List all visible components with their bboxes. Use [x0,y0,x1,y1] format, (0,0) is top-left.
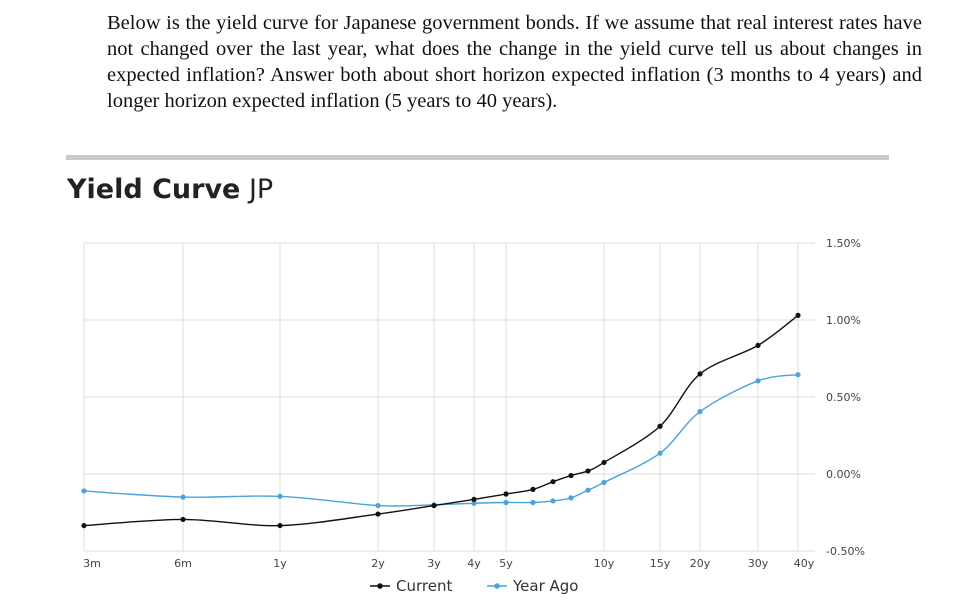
data-point-current-40y [795,312,801,318]
data-point-year-ago-5y [503,499,509,506]
data-point-year-ago-1y [277,493,283,499]
data-point-current-15y [657,423,663,429]
chart-title-main: Yield Curve [67,174,241,205]
chart-title-country: JP [248,174,274,205]
data-point-current-7y [550,479,556,485]
data-point-year-ago-40y [795,372,801,378]
data-point-current-6m [180,516,186,523]
y-tick-label: 1.00% [826,314,861,327]
legend-item-current[interactable]: Current [370,577,452,595]
data-point-year-ago-6y [530,499,536,506]
data-point-year-ago-15y [657,450,663,456]
data-point-current-4y [471,496,477,503]
series-line-year-ago [83,373,799,507]
data-point-current-9y [585,468,591,474]
legend-label: Current [396,577,452,595]
x-tick-label: 3y [427,557,441,570]
data-point-current-3m [81,522,87,529]
x-tick-label: 2y [371,557,385,570]
x-tick-label: 3m [83,557,101,570]
series-line-current [83,314,799,527]
data-point-current-5y [503,491,509,497]
legend-swatch-dot [377,583,383,589]
x-tick-label: 30y [748,557,769,570]
data-point-current-3y [431,502,437,509]
data-point-year-ago-20y [697,409,703,415]
data-point-year-ago-2y [375,502,381,509]
data-point-year-ago-7y [550,498,556,504]
data-point-current-2y [375,511,381,517]
chart-grid [83,242,815,552]
y-tick-label: -0.50% [826,545,865,558]
data-point-current-1y [277,522,283,529]
data-point-year-ago-3m [81,488,87,494]
chart-legend[interactable]: Current Year Ago [370,577,579,595]
data-point-year-ago-9y [585,487,591,493]
x-tick-label: 5y [499,557,513,570]
legend-swatch-dot [494,583,500,589]
chart-title: Yield Curve JP [67,174,273,205]
chart-axes: -0.50% 0.00% 0.50% 1.00% 1.50% 3m 6m 1y 2y 3y 4y 5y… [83,237,865,570]
x-tick-label: 20y [690,557,711,570]
data-point-current-6y [530,486,536,492]
data-point-year-ago-4y [471,500,477,506]
x-tick-label: 4y [467,557,481,570]
data-point-year-ago-6m [180,494,186,500]
chart-series [81,312,801,529]
question-text: Below is the yield curve for Japanese go… [107,12,922,112]
legend-label: Year Ago [512,577,579,595]
y-tick-label: 1.50% [826,237,861,250]
data-point-current-30y [755,342,761,349]
section-divider [66,155,889,160]
x-tick-label: 10y [594,557,615,570]
x-tick-label: 40y [794,557,815,570]
legend-item-year-ago[interactable]: Year Ago [487,577,579,595]
x-tick-label: 6m [174,557,192,570]
data-point-current-10y [601,459,607,466]
data-point-current-8y [568,472,574,479]
data-point-year-ago-10y [601,479,607,486]
data-point-year-ago-8y [568,495,574,501]
data-point-current-20y [697,371,703,377]
y-tick-label: 0.50% [826,391,861,404]
x-tick-label: 1y [273,557,287,570]
y-tick-label: 0.00% [826,468,861,481]
data-point-year-ago-30y [755,378,761,384]
x-tick-label: 15y [650,557,671,570]
